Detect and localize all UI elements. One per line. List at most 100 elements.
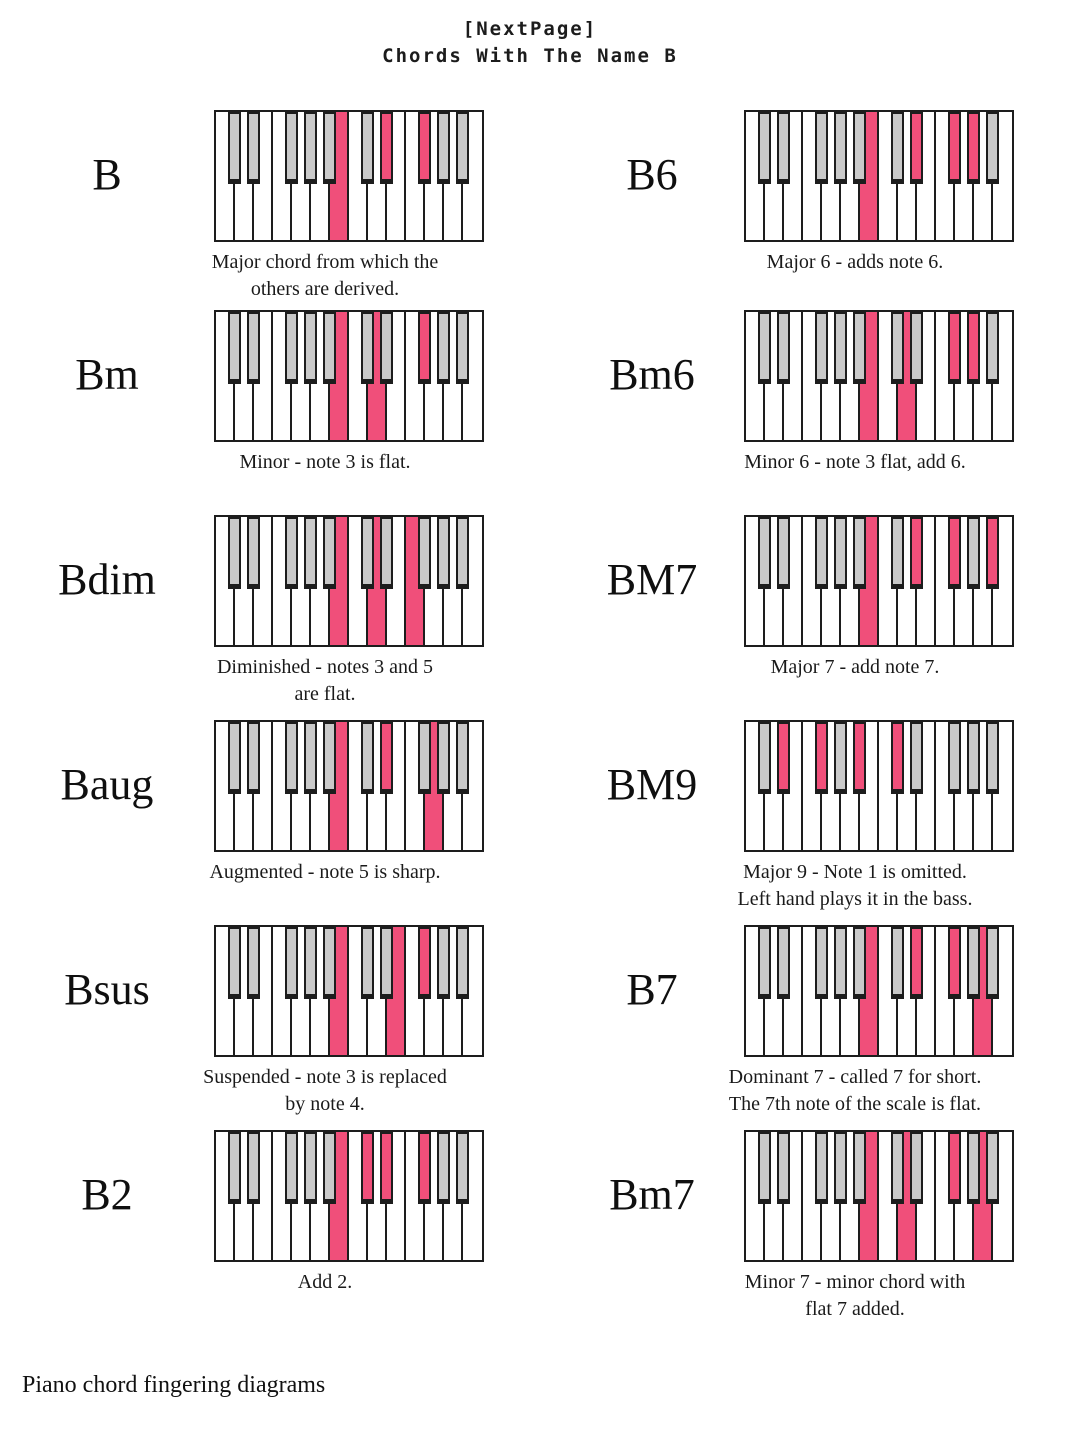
black-key-G#1 — [304, 927, 317, 999]
chord-block-Bdim: Bdim Diminished - notes 3 and 5 are flat. — [22, 515, 505, 708]
keyboard-and-caption: Suspended - note 3 is replaced by note 4. — [192, 925, 505, 1118]
black-key-A#2 — [986, 722, 999, 794]
chord-name-label: Bm7 — [609, 1169, 695, 1219]
black-key-F#2 — [948, 722, 961, 794]
black-key-C#1 — [228, 927, 241, 999]
black-key-D#1 — [247, 312, 260, 384]
highlighted-black-key-D#1 — [777, 722, 790, 794]
black-key-A#2 — [456, 927, 469, 999]
black-key-D#1 — [777, 927, 790, 999]
black-key-D#1 — [777, 1132, 790, 1204]
highlighted-black-key-G#2 — [967, 312, 980, 384]
black-key-G#2 — [437, 312, 450, 384]
chord-caption-line: Major 6 - adds note 6. — [766, 251, 944, 273]
black-key-A#2 — [456, 112, 469, 184]
chord-caption-line: Add 2. — [297, 1271, 353, 1293]
black-key-A#1 — [853, 927, 866, 999]
chord-caption-line: Suspended - note 3 is replaced — [203, 1066, 447, 1088]
chord-caption-line: flat 7 added. — [805, 1298, 905, 1320]
highlighted-black-key-A#2 — [986, 517, 999, 589]
black-key-F#1 — [285, 517, 298, 589]
black-key-F#1 — [285, 722, 298, 794]
chord-caption-line: others are derived. — [250, 278, 400, 300]
black-key-A#1 — [853, 517, 866, 589]
black-key-C#1 — [758, 112, 771, 184]
chord-caption-line: Major 7 - add note 7. — [770, 656, 940, 678]
highlighted-black-key-F#2 — [948, 517, 961, 589]
chord-caption-line: The 7th note of the scale is flat. — [728, 1093, 982, 1115]
black-key-D#1 — [247, 722, 260, 794]
black-key-F#1 — [815, 312, 828, 384]
black-key-A#2 — [456, 312, 469, 384]
black-key-A#2 — [986, 312, 999, 384]
chord-caption: Diminished - notes 3 and 5 are flat. — [145, 654, 505, 708]
chord-block-B6: B6 Major 6 - adds note 6. — [582, 110, 1035, 276]
chord-block-Baug: Baug Augmented - note 5 is sharp. — [22, 720, 505, 886]
black-key-G#1 — [834, 312, 847, 384]
black-key-A#1 — [853, 1132, 866, 1204]
highlighted-black-key-F#2 — [948, 1132, 961, 1204]
black-key-C#1 — [228, 722, 241, 794]
chord-name-label: Bm6 — [609, 349, 695, 399]
black-key-G#1 — [834, 927, 847, 999]
page-title: [NextPage] Chords With The Name B — [0, 16, 1060, 70]
chord-name-label: B2 — [81, 1169, 133, 1219]
keyboard-and-caption: Major 7 - add note 7. — [722, 515, 1035, 681]
black-key-G#2 — [437, 517, 450, 589]
black-key-D#2 — [910, 312, 923, 384]
black-key-D#1 — [777, 517, 790, 589]
black-key-D#1 — [247, 1132, 260, 1204]
black-key-D#1 — [777, 312, 790, 384]
keyboard-and-caption: Minor - note 3 is flat. — [192, 310, 505, 476]
black-key-G#2 — [967, 927, 980, 999]
chord-caption: Dominant 7 - called 7 for short. The 7th … — [675, 1064, 1035, 1118]
keyboard-diagram-Bm — [213, 310, 484, 442]
chord-name-label: BM7 — [606, 554, 698, 604]
black-key-G#1 — [834, 722, 847, 794]
chord-caption: Suspended - note 3 is replaced by note 4. — [145, 1064, 505, 1118]
black-key-F#1 — [285, 112, 298, 184]
black-key-G#1 — [304, 517, 317, 589]
chord-block-BM7: BM7 Major 7 - add note 7. — [582, 515, 1035, 681]
title-line-chords: Chords With The Name B — [382, 45, 678, 67]
chord-caption-line: Minor 7 - minor chord with — [744, 1271, 966, 1293]
black-key-G#1 — [304, 112, 317, 184]
black-key-C#1 — [228, 517, 241, 589]
chord-block-B: B Major chord from which the others are de… — [22, 110, 505, 303]
keyboard-diagram-BM7 — [743, 515, 1014, 647]
black-key-D#1 — [247, 517, 260, 589]
chord-caption-line: Diminished - notes 3 and 5 — [216, 656, 434, 678]
keyboard-diagram-Bm6 — [743, 310, 1014, 442]
highlighted-black-key-F#2 — [418, 312, 431, 384]
black-key-D#1 — [247, 927, 260, 999]
black-key-A#1 — [323, 1132, 336, 1204]
highlighted-black-key-D#2 — [910, 517, 923, 589]
highlighted-black-key-F#2 — [948, 927, 961, 999]
chord-name-label: Bm — [75, 349, 139, 399]
chord-caption: Minor 7 - minor chord with flat 7 added. — [675, 1269, 1035, 1323]
keyboard-and-caption: Minor 7 - minor chord with flat 7 added. — [722, 1130, 1035, 1323]
black-key-C#1 — [228, 312, 241, 384]
black-key-F#1 — [815, 1132, 828, 1204]
black-key-C#1 — [758, 517, 771, 589]
highlighted-black-key-C#2 — [361, 1132, 374, 1204]
keyboard-and-caption: Minor 6 - note 3 flat, add 6. — [722, 310, 1035, 476]
keyboard-diagram-B7 — [743, 925, 1014, 1057]
chord-name-label: Bdim — [58, 554, 156, 604]
chord-block-Bm6: Bm6 Minor 6 - note 3 flat, add 6. — [582, 310, 1035, 476]
black-key-C#1 — [758, 722, 771, 794]
black-key-C#2 — [361, 722, 374, 794]
black-key-A#1 — [853, 312, 866, 384]
chord-caption-line: are flat. — [294, 683, 356, 705]
highlighted-black-key-F#2 — [948, 312, 961, 384]
black-key-G#1 — [304, 312, 317, 384]
black-key-C#2 — [891, 312, 904, 384]
black-key-C#2 — [891, 1132, 904, 1204]
keyboard-and-caption: Dominant 7 - called 7 for short. The 7th … — [722, 925, 1035, 1118]
chord-caption: Minor 6 - note 3 flat, add 6. — [675, 449, 1035, 476]
black-key-C#2 — [891, 517, 904, 589]
chord-caption: Minor - note 3 is flat. — [145, 449, 505, 476]
chord-caption: Major chord from which the others are der… — [145, 249, 505, 303]
black-key-F#1 — [285, 312, 298, 384]
keyboard-and-caption: Diminished - notes 3 and 5 are flat. — [192, 515, 505, 708]
